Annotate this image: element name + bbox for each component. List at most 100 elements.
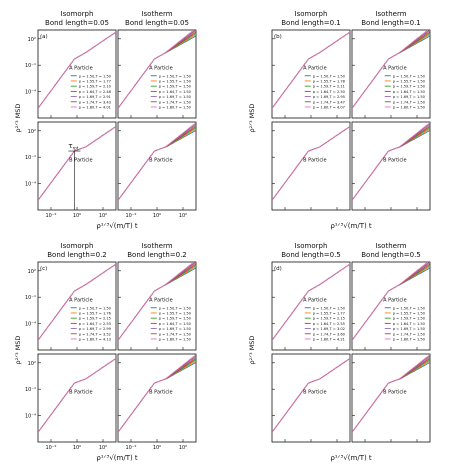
b-particle-label: B Particle (383, 158, 407, 164)
legend-entry: ρ = 1.64,T = 1.50 (159, 90, 192, 94)
y-tick-label: 10⁻⁴ (25, 90, 36, 96)
series-line (38, 31, 116, 109)
y-tick-label: 10² (28, 361, 36, 367)
y-tick-label: 10² (28, 129, 36, 135)
b-particle-label: B Particle (383, 390, 407, 396)
legend-entry: ρ = 1.55,T = 1.78 (313, 79, 346, 83)
x-tick-label: 10² (179, 445, 187, 451)
legend-entry: ρ = 1.80,T = 1.50 (159, 105, 192, 109)
column-subtitle: Bond length=0.05 (125, 19, 189, 27)
series-line (118, 354, 196, 433)
y-tick-label: 10⁻¹ (25, 63, 36, 69)
column-title: Isomorph (295, 10, 328, 18)
series-line (38, 263, 116, 341)
column-title: Isotherm (375, 10, 406, 18)
legend-entry: ρ = 1.55,T = 1.76 (79, 311, 112, 315)
b-particle-label: B Particle (69, 158, 93, 164)
series-line (272, 126, 350, 201)
legend-entry: ρ = 1.80,T = 4.07 (313, 105, 345, 109)
axes-frame (351, 29, 431, 119)
legend-entry: ρ = 1.50,T = 1.50 (79, 306, 112, 310)
series-group (38, 31, 116, 109)
series-group (272, 358, 350, 433)
series-line (118, 262, 195, 341)
series-group (352, 30, 430, 109)
y-tick-label: 10² (28, 269, 36, 275)
column-subtitle: Bond length=0.5 (281, 251, 341, 259)
x-tick-label: 10⁰ (73, 445, 81, 451)
a-particle-label: A Particle (303, 66, 326, 72)
legend-entry: ρ = 1.64,T = 1.50 (159, 322, 192, 326)
y-axis-label: ρ²ᐟ³ MSD (14, 336, 22, 365)
legend-entry: ρ = 1.59,T = 2.11 (313, 85, 345, 89)
y-tick-label: 10⁻⁴ (25, 414, 36, 420)
y-axis-label: ρ²ᐟ³ MSD (248, 336, 256, 365)
x-axis-label: ρ¹ᐟ³√(m/T) t (96, 454, 138, 462)
series-group (118, 122, 196, 201)
series-line (118, 30, 195, 109)
axes-frame (271, 121, 351, 211)
legend-entry: ρ = 1.80,T = 4.01 (79, 105, 111, 109)
series-line (352, 354, 430, 433)
panel-letter: (a) (40, 34, 48, 40)
axes-frame (37, 353, 117, 443)
legend-entry: ρ = 1.64,T = 2.50 (313, 90, 346, 94)
series-line (352, 122, 430, 201)
column-subtitle: Bond length=0.1 (281, 19, 341, 27)
legend-entry: ρ = 1.59,T = 1.50 (393, 317, 426, 321)
y-tick-label: 10² (28, 37, 36, 43)
x-axis-label: ρ¹ᐟ³√(m/T) t (330, 222, 372, 230)
legend-entry: ρ = 1.69,T = 3.02 (313, 327, 345, 331)
axes-frame (351, 261, 431, 351)
axes-frame (117, 29, 197, 119)
x-axis-label: ρ¹ᐟ³√(m/T) t (96, 222, 138, 230)
legend-entry: ρ = 1.64,T = 2.55 (313, 322, 345, 326)
b-particle-label: B Particle (149, 158, 173, 164)
b-particle-label: B Particle (149, 390, 173, 396)
legend-entry: ρ = 1.74,T = 1.50 (159, 332, 192, 336)
series-group (118, 354, 196, 433)
legend-entry: ρ = 1.69,T = 1.50 (159, 327, 192, 331)
legend-entry: ρ = 1.69,T = 2.91 (79, 95, 111, 99)
legend-entry: ρ = 1.64,T = 2.53 (79, 322, 111, 326)
series-line (352, 262, 429, 341)
series-line (352, 30, 429, 109)
x-tick-label: 10² (179, 213, 187, 219)
series-group (272, 263, 350, 341)
a-particle-label: A Particle (383, 66, 406, 72)
a-particle-label: A Particle (303, 298, 326, 304)
x-tick-label: 10⁻² (125, 445, 136, 451)
legend-entry: ρ = 1.59,T = 2.10 (79, 85, 112, 89)
axes-frame (351, 121, 431, 211)
legend-entry: ρ = 1.74,T = 1.50 (393, 100, 426, 104)
panel-letter: (c) (40, 266, 47, 272)
series-group (352, 262, 430, 341)
legend-entry: ρ = 1.50,T = 1.50 (159, 74, 192, 78)
legend-entry: ρ = 1.50,T = 1.50 (393, 74, 426, 78)
y-tick-label: 10⁻¹ (25, 387, 36, 393)
legend-entry: ρ = 1.80,T = 1.50 (393, 337, 426, 341)
legend-entry: ρ = 1.69,T = 1.50 (393, 327, 426, 331)
column-subtitle: Bond length=0.05 (45, 19, 109, 27)
legend-entry: ρ = 1.64,T = 1.50 (393, 322, 426, 326)
legend-entry: ρ = 1.80,T = 1.50 (159, 337, 192, 341)
legend-entry: ρ = 1.55,T = 1.50 (393, 311, 426, 315)
y-axis-label: ρ²ᐟ³ MSD (14, 104, 22, 133)
legend-entry: ρ = 1.80,T = 4.21 (313, 337, 345, 341)
y-tick-label: 10⁻¹ (25, 295, 36, 301)
legend-entry: ρ = 1.74,T = 3.43 (79, 100, 111, 104)
legend-entry: ρ = 1.55,T = 1.50 (159, 311, 192, 315)
legend-entry: ρ = 1.55,T = 1.77 (79, 79, 111, 83)
legend-entry: ρ = 1.50,T = 1.50 (393, 306, 426, 310)
legend-entry: ρ = 1.59,T = 1.50 (159, 317, 192, 321)
series-line (118, 122, 196, 201)
column-subtitle: Bond length=0.1 (361, 19, 421, 27)
legend-entry: ρ = 1.74,T = 1.50 (393, 332, 426, 336)
legend-entry: ρ = 1.55,T = 1.77 (313, 311, 345, 315)
tau-annotation: τrpt (68, 142, 78, 151)
a-particle-label: A Particle (149, 298, 172, 304)
x-tick-label: 10⁰ (73, 213, 81, 219)
